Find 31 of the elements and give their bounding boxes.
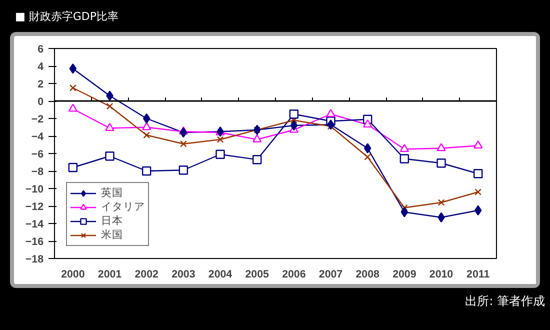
text: 出所: 筆者作成 <box>465 293 545 310</box>
y-tick-label: −10 <box>25 184 44 196</box>
x-tick-label: 2007 <box>318 268 343 280</box>
x-tick-label: 2003 <box>172 268 196 280</box>
y-tick-label: −16 <box>25 236 44 248</box>
x-tick-label: 2009 <box>392 268 416 280</box>
y-tick-label: −8 <box>31 166 44 178</box>
y-tick-label: −4 <box>31 131 44 143</box>
chart-title: ■ 財政赤字GDP比率 <box>15 9 119 25</box>
y-tick-label: −2 <box>31 114 44 126</box>
legend-label: 日本 <box>101 214 123 228</box>
y-tick-label: 0 <box>38 96 44 108</box>
y-tick-label: −14 <box>25 218 44 230</box>
y-tick-label: −18 <box>25 254 44 266</box>
x-tick-label: 2004 <box>208 268 232 280</box>
x-tick-label: 2010 <box>429 268 454 280</box>
x-tick-label: 2011 <box>466 268 490 280</box>
y-tick-label: −12 <box>25 201 44 213</box>
x-tick-label: 2002 <box>134 268 159 280</box>
y-tick-label: −6 <box>31 148 44 160</box>
x-tick-label: 2001 <box>98 268 122 280</box>
legend-label: 英国 <box>101 186 123 200</box>
x-tick-label: 2000 <box>61 268 85 280</box>
x-tick-label: 2005 <box>245 268 270 280</box>
y-tick-label: 2 <box>38 78 44 90</box>
y-tick-label: 6 <box>38 44 44 56</box>
y-tick-label: 4 <box>38 61 44 73</box>
x-tick-label: 2006 <box>282 268 306 280</box>
legend-label: 米国 <box>101 228 123 242</box>
x-tick-label: 2008 <box>356 268 380 280</box>
legend-label: イタリア <box>101 200 145 214</box>
